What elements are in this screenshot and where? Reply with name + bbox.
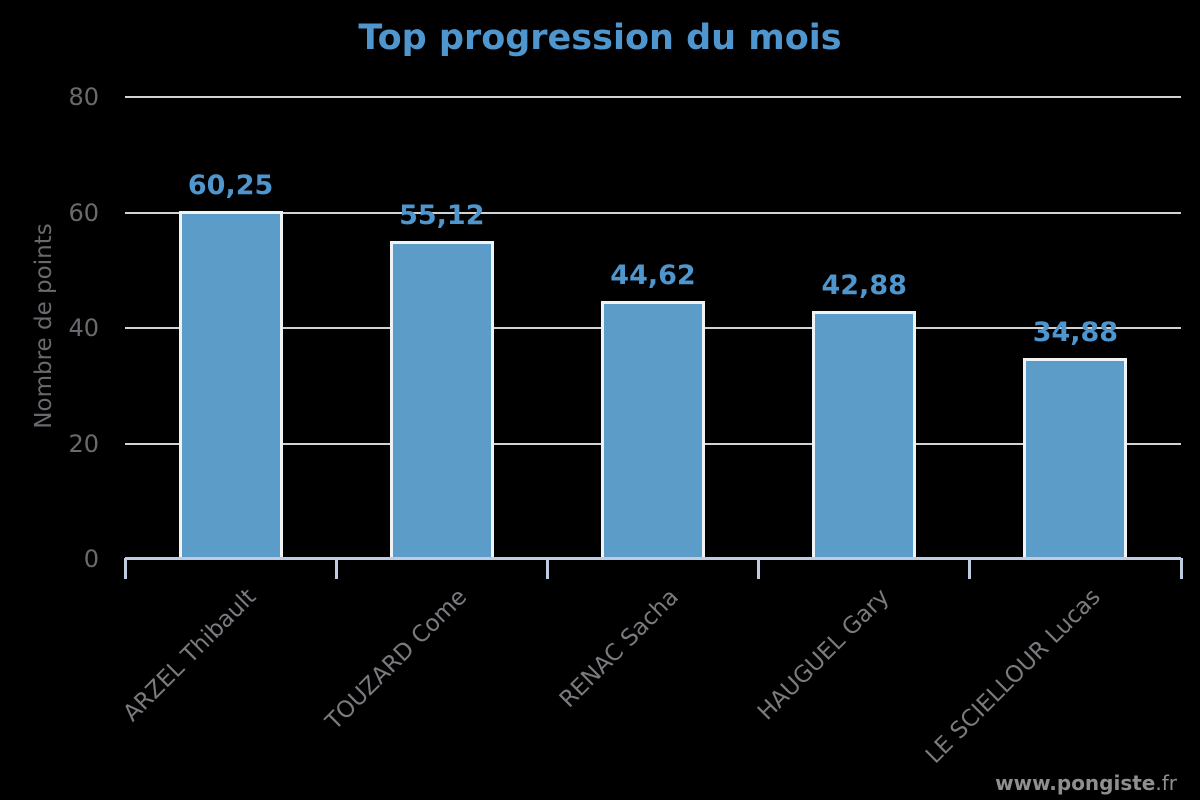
watermark-tld: .fr <box>1155 771 1177 795</box>
y-tick-label-40: 40 <box>68 314 99 342</box>
y-tick-label-20: 20 <box>68 429 99 458</box>
watermark: www.pongiste.fr <box>995 771 1177 795</box>
watermark-domain: www.pongiste <box>995 771 1156 795</box>
bar-value-label: 44,62 <box>610 260 696 292</box>
x-category-label: LE SCIELLOUR Lucas <box>920 584 1106 769</box>
y-tick-label-0: 0 <box>83 545 99 573</box>
bar-value-label: 34,88 <box>1032 316 1119 348</box>
bar <box>389 240 494 559</box>
bar-value-label: 55,12 <box>399 199 485 231</box>
chart-title: Top progression du mois <box>358 18 842 58</box>
x-category-label: HAUGUEL Gary <box>753 584 895 726</box>
x-tick-mark <box>1179 558 1183 579</box>
gridline-80 <box>125 96 1181 98</box>
x-category-label: TOUZARD Come <box>321 584 473 736</box>
x-tick-mark <box>968 558 972 579</box>
x-category-label: ARZEL Thibault <box>118 584 261 727</box>
y-tick-label-60: 60 <box>68 198 99 227</box>
bar <box>812 311 917 559</box>
gridline-60 <box>125 211 1181 214</box>
bar <box>178 211 283 559</box>
x-tick-mark <box>123 558 127 579</box>
bar <box>1023 357 1128 559</box>
x-category-label: RENAC Sacha <box>554 584 684 714</box>
bar <box>601 301 705 559</box>
x-tick-mark <box>757 558 761 579</box>
x-tick-mark <box>545 558 549 579</box>
bar-value-label: 60,25 <box>187 170 274 202</box>
x-axis-line <box>125 557 1181 560</box>
x-tick-mark <box>334 558 338 579</box>
bar-value-label: 42,88 <box>821 270 907 302</box>
y-tick-label-80: 80 <box>68 83 99 111</box>
